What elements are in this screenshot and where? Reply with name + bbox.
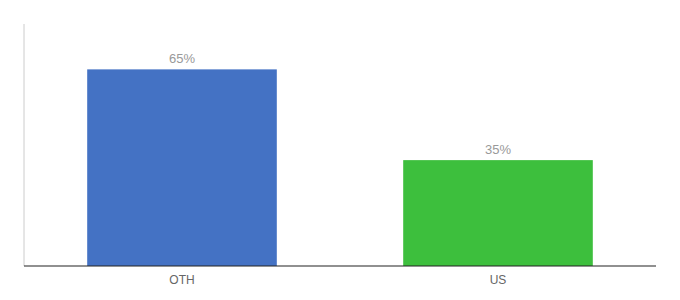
x-axis-line	[24, 265, 656, 266]
x-ticks: OTH US	[169, 273, 506, 287]
data-labels: 65% 35%	[169, 51, 511, 157]
chart-container: 65% 35% OTH US	[0, 0, 680, 300]
chart-svg: 65% 35% OTH US	[0, 0, 680, 300]
bar	[403, 160, 593, 266]
bar	[87, 69, 277, 266]
x-tick-label: US	[490, 273, 507, 287]
data-label: 65%	[169, 51, 195, 66]
data-label: 35%	[485, 142, 511, 157]
y-axis-line	[24, 24, 25, 266]
bars	[87, 69, 593, 266]
x-tick-label: OTH	[169, 273, 194, 287]
